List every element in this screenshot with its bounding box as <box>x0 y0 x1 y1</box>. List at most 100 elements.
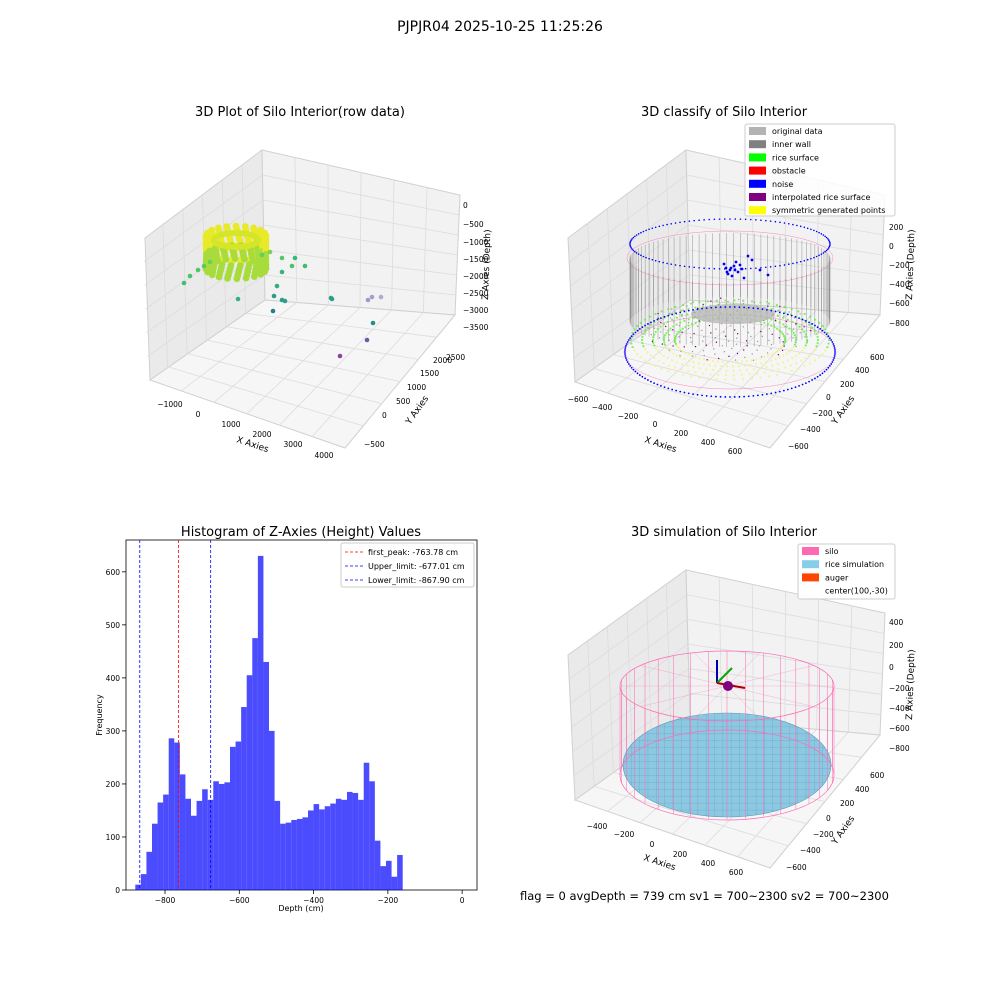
noise-point <box>671 313 674 316</box>
rice-surface-point <box>687 324 690 327</box>
histogram-bar <box>269 730 275 890</box>
noise-point <box>820 233 823 235</box>
classify-y-ticks: −600 −400 −200 0 200 400 600 <box>788 353 885 451</box>
noise-point <box>688 220 691 222</box>
histogram-bar <box>347 791 353 890</box>
noise-point <box>705 394 708 397</box>
noise-point <box>798 317 800 320</box>
silo-roof-line <box>693 652 728 687</box>
rice-surface-point <box>653 333 656 336</box>
rice-surface-point <box>654 364 657 368</box>
simulation-z-tick: −400 <box>889 704 910 713</box>
raw-point <box>271 293 277 299</box>
noise-point <box>742 276 746 280</box>
classify-legend-swatch <box>749 193 766 201</box>
noise-point <box>814 324 816 327</box>
raw-point <box>267 249 273 255</box>
histogram-bar <box>174 742 180 890</box>
noise-point <box>818 231 820 234</box>
histogram-bar <box>285 822 292 890</box>
rice-surface-point <box>674 336 677 340</box>
interpolated-point <box>768 328 771 330</box>
rice-surface-point <box>648 362 652 365</box>
rice-surface-point <box>643 359 647 362</box>
histogram-y-tick-label: 600 <box>106 568 121 577</box>
histogram-bar <box>196 800 203 890</box>
histogram-bar <box>363 762 370 890</box>
rice-surface-point <box>660 310 663 313</box>
histogram-bar <box>280 823 286 890</box>
histogram-bar <box>246 675 253 890</box>
noise-point <box>774 265 777 268</box>
interpolated-point <box>779 330 781 332</box>
interpolated-point <box>747 331 750 334</box>
interpolated-point <box>736 337 738 339</box>
rice-surface-point <box>675 323 678 326</box>
noise-point <box>687 309 690 312</box>
rice-surface-point <box>673 338 677 342</box>
classify-legend-label: rice surface <box>772 153 819 162</box>
interpolated-point <box>746 345 748 347</box>
noise-point <box>679 221 681 224</box>
rice-surface-point <box>816 338 820 342</box>
original-data-patch <box>691 304 775 324</box>
noise-point <box>641 375 644 378</box>
rice-surface-point <box>674 342 677 346</box>
noise-point <box>715 306 717 309</box>
histogram-bar <box>135 884 141 890</box>
raw-z-tick: 0 <box>463 201 468 210</box>
noise-point <box>831 341 834 343</box>
rice-surface-point <box>725 369 728 372</box>
histogram-bar <box>341 799 347 890</box>
interpolated-point <box>745 340 748 342</box>
noise-point <box>821 329 824 332</box>
rice-surface-point <box>813 329 816 332</box>
rice-surface-point <box>684 325 687 329</box>
rice-surface-point <box>692 366 695 369</box>
interpolated-point <box>660 331 662 333</box>
histogram-bar <box>313 804 320 890</box>
interpolated-point <box>795 341 797 343</box>
grid-line <box>241 164 246 314</box>
noise-point <box>696 308 699 311</box>
interpolated-point <box>742 326 744 328</box>
rice-surface-point <box>711 368 714 372</box>
histogram-bar <box>191 815 197 890</box>
histogram-bar <box>179 774 186 890</box>
rice-surface-point <box>731 365 735 368</box>
rice-surface-point <box>785 352 788 355</box>
rice-surface-point <box>821 352 824 356</box>
noise-point <box>674 264 677 266</box>
interpolated-point <box>783 345 785 347</box>
rice-surface-point <box>677 346 680 349</box>
rice-surface-point <box>707 359 710 362</box>
interpolated-point <box>679 341 681 343</box>
histogram-bar <box>324 806 331 890</box>
noise-point <box>675 312 678 315</box>
noise-point <box>749 267 752 270</box>
histogram-bar <box>257 555 264 890</box>
interpolated-point <box>660 321 662 324</box>
interpolated-point <box>795 323 797 325</box>
raw-x-tick: 4000 <box>314 451 333 460</box>
noise-point <box>636 329 639 332</box>
raw-x-tick: 1000 <box>221 420 240 429</box>
noise-point <box>640 231 642 234</box>
rice-surface-point <box>776 362 780 366</box>
histogram-reference-lines <box>139 540 212 890</box>
interpolated-point <box>760 323 763 326</box>
noise-point <box>829 243 831 245</box>
noise-point <box>629 240 632 243</box>
simulation-z-ticks: 400 200 0 −200 −400 −600 −800 <box>889 618 910 753</box>
raw-point <box>279 255 285 261</box>
interpolated-point <box>758 345 760 347</box>
rice-surface-point <box>652 336 655 339</box>
noise-point <box>637 233 640 235</box>
noise-point <box>734 218 737 220</box>
noise-point <box>827 247 830 249</box>
noise-point <box>825 236 828 239</box>
rice-surface-point <box>826 345 829 349</box>
noise-point <box>679 264 681 267</box>
noise-point <box>822 234 825 236</box>
noise-point <box>626 361 629 363</box>
